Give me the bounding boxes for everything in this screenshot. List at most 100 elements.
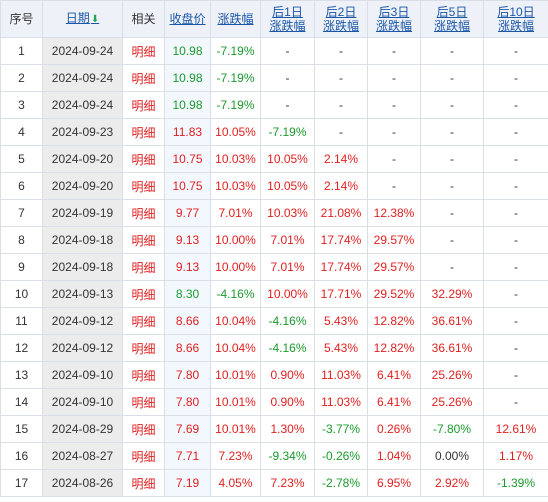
table-body: 1 2024-09-24 明细 10.98 -7.19% - - - - -2 2024-09-24… [0,37,548,497]
row-date-cell: 2024-09-12 [42,307,123,335]
row-d1-change-cell: 1.30% [260,415,315,443]
table-row: 11 2024-09-12 明细 8.66 10.04% -4.16% 5.43% 12.82… [0,307,548,335]
header-d1-line1: 后1日 [272,5,303,19]
row-date-cell: 2024-09-12 [42,334,123,362]
detail-link[interactable]: 明细 [131,233,156,248]
row-d3-change-cell: - [367,118,421,146]
row-d3-change-cell: 29.57% [367,253,421,281]
row-detail-cell: 明细 [122,469,165,497]
row-d1-change-cell: 0.90% [260,388,315,416]
detail-link[interactable]: 明细 [131,179,156,194]
row-d5-change-cell: - [420,253,484,281]
row-index-cell: 1 [0,37,43,65]
header-d2-change[interactable]: 后2日 涨跌幅 [314,0,368,38]
row-d3-change-cell: 6.41% [367,361,421,389]
row-d3-change-cell: 12.82% [367,334,421,362]
row-date-cell: 2024-09-18 [42,253,123,281]
table-row: 1 2024-09-24 明细 10.98 -7.19% - - - - - [0,37,548,65]
row-d1-change-cell: -9.34% [260,442,315,470]
sort-down-arrow-icon: ⬇ [90,14,100,25]
detail-link[interactable]: 明细 [131,125,156,140]
row-detail-cell: 明细 [122,172,165,200]
detail-link[interactable]: 明细 [131,395,156,410]
row-date-cell: 2024-09-24 [42,91,123,119]
row-d5-change-cell: - [420,91,484,119]
header-d1-change[interactable]: 后1日 涨跌幅 [260,0,315,38]
row-change-cell: 10.03% [210,145,261,173]
row-d10-change-cell: - [483,64,548,92]
row-index-cell: 11 [0,307,43,335]
row-index-cell: 4 [0,118,43,146]
row-close-price-cell: 9.77 [164,199,211,227]
row-change-cell: -4.16% [210,280,261,308]
row-d3-change-cell: - [367,64,421,92]
row-d3-change-cell: - [367,145,421,173]
header-change[interactable]: 涨跌幅 [210,0,261,38]
row-date-cell: 2024-09-24 [42,64,123,92]
header-d10-line1: 后10日 [497,5,535,19]
row-d1-change-cell: 10.05% [260,145,315,173]
row-change-cell: 10.01% [210,388,261,416]
detail-link[interactable]: 明细 [131,341,156,356]
detail-link[interactable]: 明细 [131,206,156,221]
row-index-cell: 7 [0,199,43,227]
row-d3-change-cell: - [367,172,421,200]
header-d1-line2: 涨跌幅 [269,19,306,33]
row-d2-change-cell: - [314,91,368,119]
header-date-sort[interactable]: 日期⬇ [42,0,123,38]
row-index-cell: 2 [0,64,43,92]
header-d2-line1: 后2日 [325,5,357,19]
header-related-label: 相关 [131,12,156,26]
header-d3-line2: 涨跌幅 [375,19,412,33]
row-d3-change-cell: - [367,37,421,65]
detail-link[interactable]: 明细 [131,152,156,167]
row-close-price-cell: 10.98 [164,64,211,92]
row-change-cell: 4.05% [210,469,261,497]
row-detail-cell: 明细 [122,118,165,146]
row-detail-cell: 明细 [122,334,165,362]
row-detail-cell: 明细 [122,145,165,173]
row-detail-cell: 明细 [122,226,165,254]
row-detail-cell: 明细 [122,253,165,281]
detail-link[interactable]: 明细 [131,476,156,491]
row-change-cell: -7.19% [210,91,261,119]
row-d10-change-cell: - [483,91,548,119]
detail-link[interactable]: 明细 [131,449,156,464]
row-date-cell: 2024-09-23 [42,118,123,146]
header-d10-change[interactable]: 后10日 涨跌幅 [483,0,548,38]
row-d5-change-cell: - [420,172,484,200]
row-index-cell: 10 [0,280,43,308]
row-d10-change-cell: 12.61% [483,415,548,443]
detail-link[interactable]: 明细 [131,314,156,329]
row-d1-change-cell: - [260,91,315,119]
table-row: 12 2024-09-12 明细 8.66 10.04% -4.16% 5.43% 12.82… [0,334,548,362]
row-date-cell: 2024-09-19 [42,199,123,227]
header-d10-line2: 涨跌幅 [497,19,534,33]
row-d2-change-cell: - [314,64,368,92]
detail-link[interactable]: 明细 [131,98,156,113]
table-header: 序号 日期⬇ 相关 收盘价 涨跌幅 后1日 涨跌幅 后2日 涨跌幅 后3日 涨跌幅 后… [0,0,548,38]
header-d5-line2: 涨跌幅 [433,19,470,33]
row-d5-change-cell: 2.92% [420,469,484,497]
row-d2-change-cell: -0.26% [314,442,368,470]
row-change-cell: -7.19% [210,37,261,65]
detail-link[interactable]: 明细 [131,71,156,86]
header-close-price[interactable]: 收盘价 [164,0,211,38]
row-d10-change-cell: - [483,388,548,416]
detail-link[interactable]: 明细 [131,260,156,275]
row-d2-change-cell: 5.43% [314,307,368,335]
detail-link[interactable]: 明细 [131,422,156,437]
header-d5-change[interactable]: 后5日 涨跌幅 [420,0,484,38]
detail-link[interactable]: 明细 [131,44,156,59]
detail-link[interactable]: 明细 [131,287,156,302]
row-close-price-cell: 7.69 [164,415,211,443]
header-related: 相关 [122,0,165,38]
header-d3-change[interactable]: 后3日 涨跌幅 [367,0,421,38]
row-close-price-cell: 10.98 [164,91,211,119]
header-d5-line1: 后5日 [436,5,468,19]
row-d5-change-cell: - [420,64,484,92]
table-row: 4 2024-09-23 明细 11.83 10.05% -7.19% - - - - [0,118,548,146]
row-change-cell: 10.01% [210,415,261,443]
detail-link[interactable]: 明细 [131,368,156,383]
row-close-price-cell: 9.13 [164,253,211,281]
